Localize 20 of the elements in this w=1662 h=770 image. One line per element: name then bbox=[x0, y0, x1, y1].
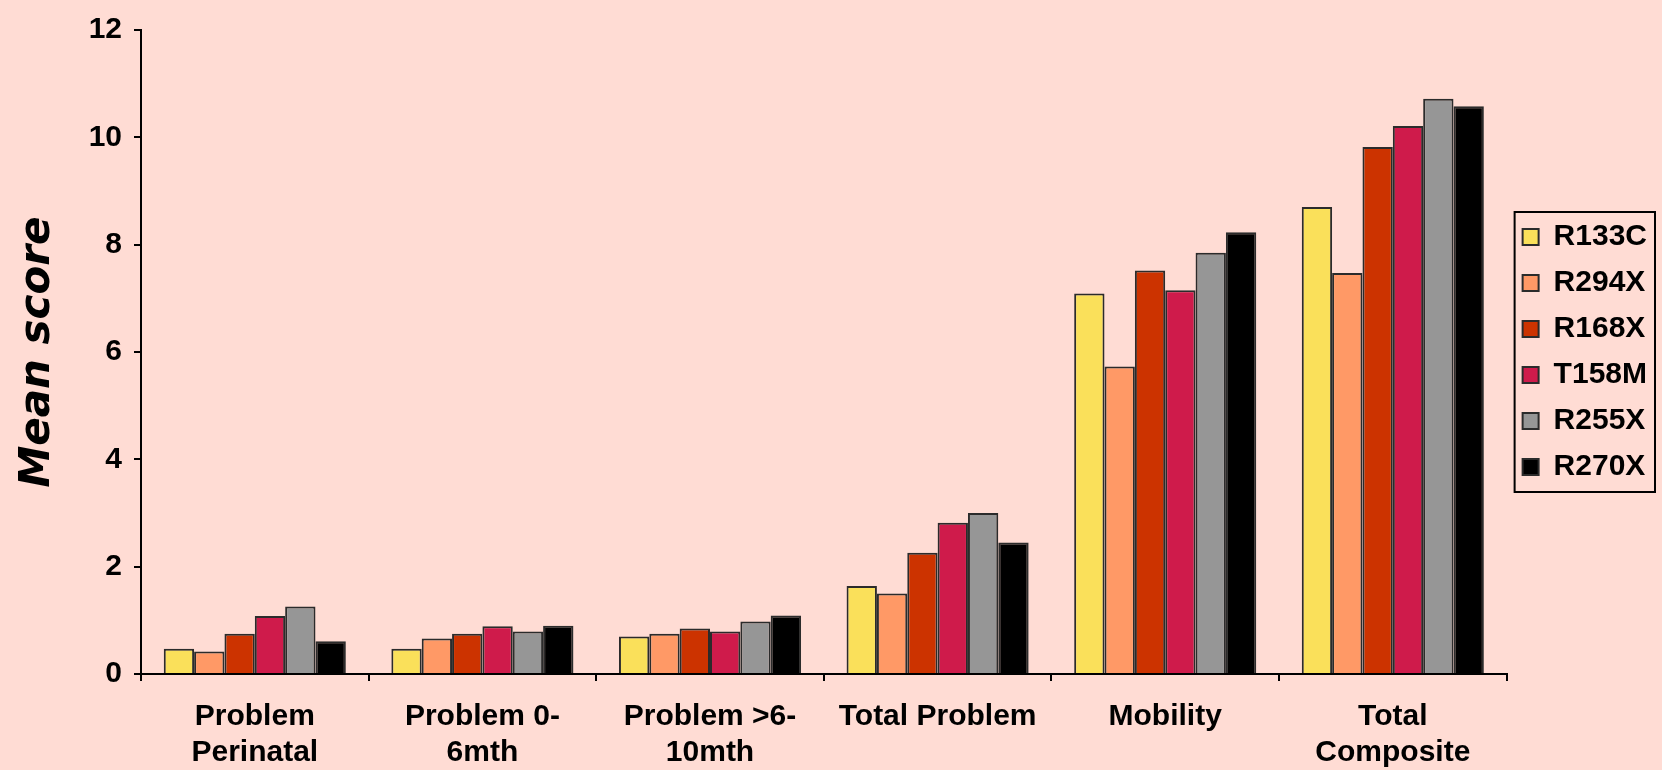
y-tick-label: 8 bbox=[105, 225, 122, 259]
y-axis-title: Mean score bbox=[10, 216, 60, 488]
y-tick-label: 12 bbox=[88, 11, 122, 45]
x-tick-label: Total Composite bbox=[1315, 698, 1471, 768]
y-tick-label: 2 bbox=[105, 547, 122, 581]
x-tick-label: Total Problem bbox=[838, 698, 1037, 732]
y-tick-label: 10 bbox=[88, 118, 122, 152]
x-tick-label: Mobility bbox=[1108, 698, 1223, 732]
legend-label: R168X bbox=[1553, 310, 1646, 344]
x-tick-label: Problem Perinatal bbox=[191, 698, 319, 768]
legend-label: R255X bbox=[1553, 402, 1646, 436]
legend-label: T158M bbox=[1553, 356, 1647, 390]
x-tick-label: Problem >6-10mth bbox=[623, 698, 797, 768]
legend-label: R294X bbox=[1553, 264, 1646, 298]
y-tick-label: 6 bbox=[105, 333, 122, 367]
y-tick-label: 0 bbox=[105, 655, 122, 689]
x-tick-label: Problem 0-6mth bbox=[404, 698, 560, 768]
legend-label: R270X bbox=[1553, 448, 1646, 482]
y-tick-label: 4 bbox=[105, 440, 123, 474]
legend-label: R133C bbox=[1553, 218, 1648, 252]
